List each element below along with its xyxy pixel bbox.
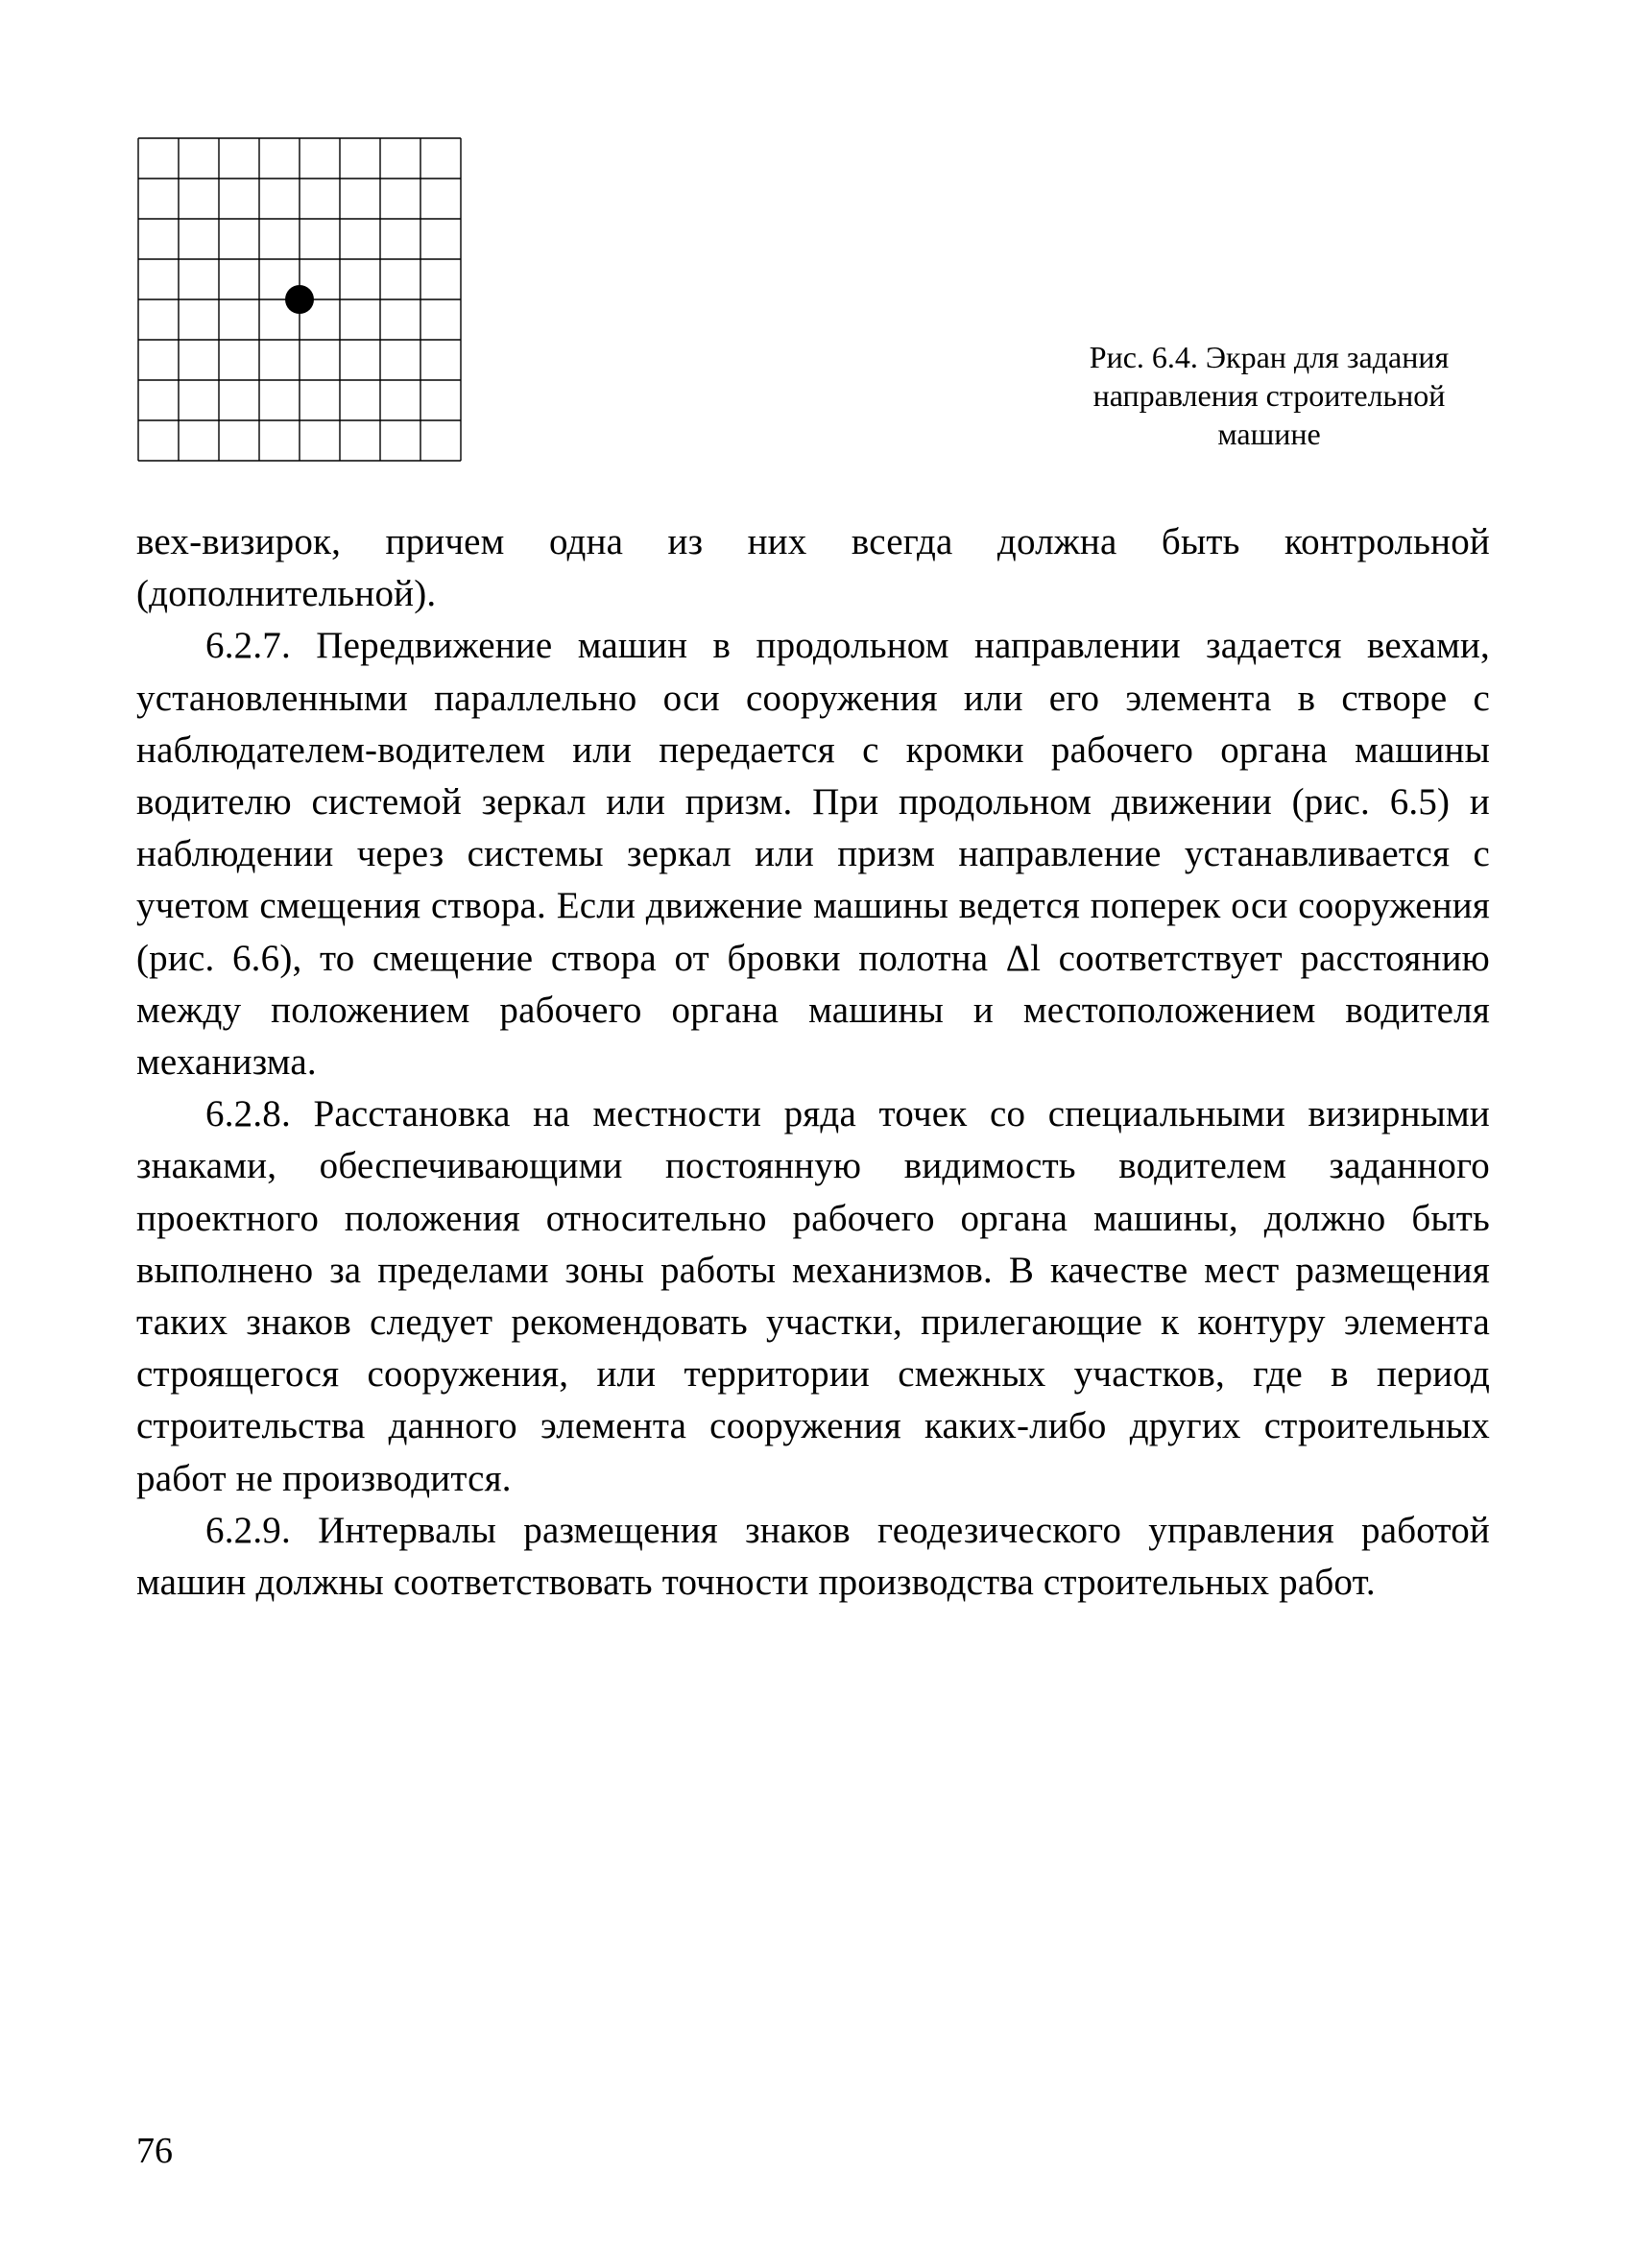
page-number: 76: [136, 2130, 173, 2172]
figure-caption: Рис. 6.4. Экран для задания направления …: [1048, 338, 1490, 453]
grid-svg: [136, 136, 463, 463]
figure-6-4: Рис. 6.4. Экран для задания направления …: [136, 107, 1490, 463]
paragraph-continuation: вех-визирок, причем одна из них всегда д…: [136, 516, 1490, 620]
caption-line-3: машине: [1217, 417, 1320, 451]
caption-line-1: Рис. 6.4. Экран для задания: [1090, 340, 1449, 374]
grid-diagram: [136, 136, 463, 463]
paragraph-6-2-9: 6.2.9. Интервалы размещения знаков геоде…: [136, 1505, 1490, 1609]
paragraph-6-2-8: 6.2.8. Расстановка на местности ряда точ…: [136, 1088, 1490, 1505]
document-page: Рис. 6.4. Экран для задания направления …: [0, 0, 1632, 2268]
caption-line-2: направления строительной: [1093, 378, 1446, 413]
paragraph-6-2-7: 6.2.7. Передвижение машин в продольном н…: [136, 620, 1490, 1088]
body-text: вех-визирок, причем одна из них всегда д…: [136, 516, 1490, 1609]
